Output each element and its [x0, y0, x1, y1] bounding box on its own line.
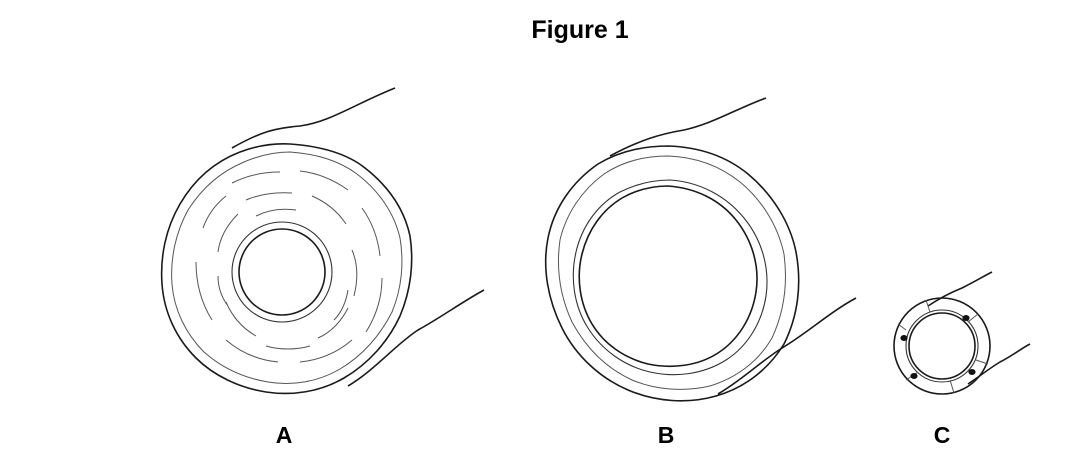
vessel-b-lower-edge [717, 297, 857, 395]
vessel-c-nucleus-3 [968, 369, 976, 375]
panel-label-b: B [657, 422, 675, 448]
vessel-b-upper-edge [609, 97, 767, 157]
vessel-c-lumen [908, 312, 976, 380]
vessel-a-lumen-outer [231, 221, 333, 323]
vessel-c-inner-wall [905, 309, 979, 383]
vessel-a-wall-texture [195, 170, 383, 363]
vessel-b-lumen [578, 185, 758, 368]
vessel-b-media [558, 155, 786, 390]
vessel-b-outer-wall [544, 145, 800, 402]
vessel-c-upper-edge [927, 271, 993, 307]
vessel-b [544, 97, 857, 402]
vessel-a-adventitia [171, 151, 403, 384]
vessel-a-lower-edge [347, 289, 485, 387]
panel-label-c: C [933, 422, 951, 448]
vessel-c [893, 271, 1031, 395]
vessel-a-lumen [238, 228, 326, 316]
vessel-b-inner-wall [572, 179, 768, 376]
vessel-c-nucleus-2 [962, 315, 970, 321]
panel-label-a: A [275, 422, 293, 448]
vessel-c-cell-boundaries [897, 299, 989, 394]
vessel-c-nucleus-4 [910, 373, 918, 379]
vessel-c-nucleus-1 [900, 335, 908, 341]
vessel-a [160, 87, 485, 395]
figure-title: Figure 1 [531, 16, 629, 44]
vessel-a-outer-wall [160, 143, 413, 395]
vessel-c-outer-wall [893, 297, 991, 395]
vessel-a-upper-edge [231, 87, 396, 149]
